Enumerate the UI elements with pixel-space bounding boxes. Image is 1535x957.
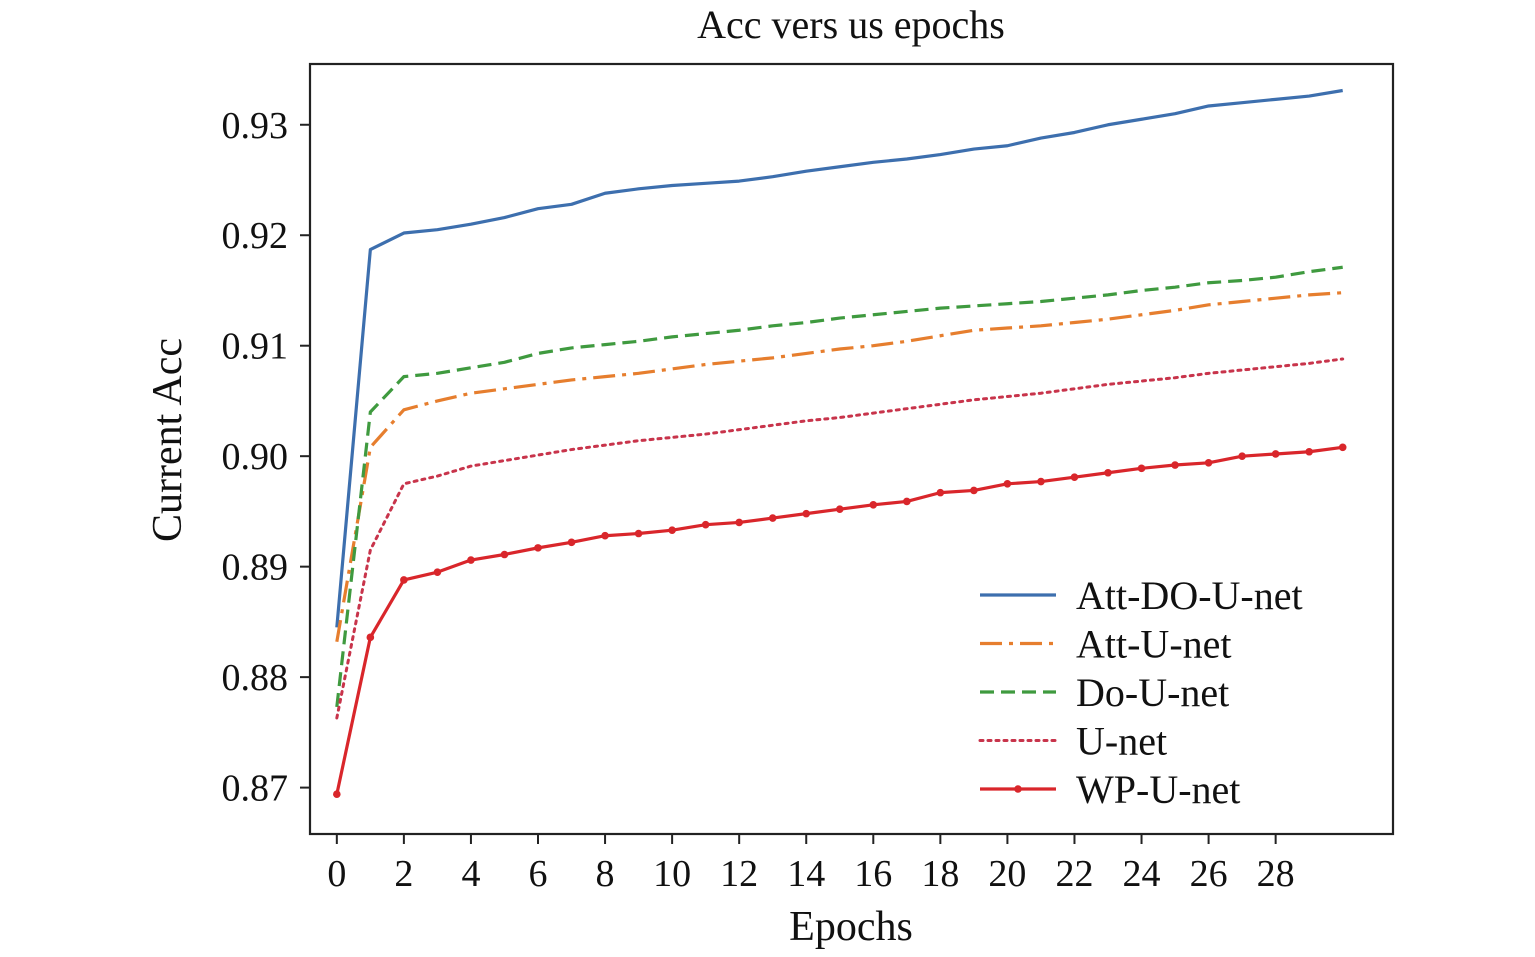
- x-tick-label: 24: [1123, 853, 1161, 895]
- x-tick-label: 12: [720, 853, 758, 895]
- data-point-marker: [567, 538, 576, 547]
- y-tick-label: 0.91: [222, 326, 289, 368]
- data-point-marker: [1171, 461, 1179, 469]
- legend-label: Att-DO-U-net: [1076, 573, 1303, 618]
- legend-label: Do-U-net: [1076, 670, 1229, 715]
- legend-marker: [1014, 785, 1022, 793]
- x-tick-label: 10: [653, 853, 691, 895]
- data-point-marker: [1271, 450, 1280, 458]
- legend-item: Do-U-net: [980, 670, 1229, 715]
- x-tick-label: 18: [921, 853, 959, 895]
- data-point-marker: [433, 568, 442, 576]
- data-point-marker: [1238, 452, 1246, 460]
- data-point-marker: [668, 526, 676, 534]
- data-point-marker: [500, 550, 509, 559]
- x-tick-label: 22: [1055, 853, 1093, 895]
- legend-label: Att-U-net: [1076, 622, 1232, 667]
- data-point-marker: [1137, 464, 1146, 473]
- y-tick-label: 0.93: [222, 105, 289, 147]
- plot-area-frame: [308, 62, 1395, 836]
- y-tick-label: 0.92: [222, 215, 289, 257]
- data-point-marker: [333, 790, 341, 799]
- data-point-marker: [1070, 473, 1079, 481]
- y-tick-label: 0.89: [222, 547, 289, 589]
- x-tick-label: 14: [787, 853, 825, 895]
- series-line-do-u-net: [335, 265, 1343, 708]
- series-line-att-do-u-net: [335, 88, 1343, 628]
- legend: Att-DO-U-netAtt-U-netDo-U-netU-netWP-U-n…: [978, 573, 1303, 812]
- x-tick-label: 28: [1257, 853, 1295, 895]
- x-tick-label: 20: [988, 853, 1026, 895]
- legend-item: Att-U-net: [980, 622, 1232, 667]
- series-line-u-net: [335, 357, 1345, 720]
- data-point-marker: [1204, 459, 1213, 467]
- chart-title: Acc vers us epochs: [697, 2, 1005, 47]
- x-tick-label: 26: [1190, 853, 1228, 895]
- data-point-marker: [400, 576, 408, 584]
- x-tick-label: 0: [327, 853, 346, 895]
- data-point-marker: [467, 556, 475, 564]
- data-point-marker: [1104, 468, 1112, 477]
- data-point-marker: [970, 486, 978, 495]
- y-tick-label: 0.87: [222, 768, 289, 810]
- series-line-att-u-net: [335, 291, 1343, 643]
- data-point-marker: [869, 500, 878, 509]
- data-point-marker: [768, 514, 777, 522]
- data-point-marker: [936, 488, 945, 497]
- data-point-marker: [1305, 447, 1313, 456]
- x-axis-title: Epochs: [789, 904, 913, 950]
- x-tick-label: 6: [529, 853, 548, 895]
- data-point-marker: [1338, 443, 1347, 452]
- data-point-marker: [701, 520, 710, 529]
- legend-item: Att-DO-U-net: [980, 573, 1303, 618]
- y-axis-ticks: 0.87 0.88 0.89 0.90 0.91 0.92 0.93: [222, 105, 310, 810]
- legend-label: WP-U-net: [1076, 767, 1240, 812]
- series-layer: [333, 88, 1347, 799]
- legend-item: WP-U-net: [980, 767, 1240, 812]
- x-axis-ticks: 0 2 4 6 8 10 12 14 16 18 20 22 24 26 28: [327, 834, 1295, 895]
- y-axis-title: Current Acc: [145, 338, 191, 542]
- data-point-marker: [634, 529, 643, 538]
- legend-label: U-net: [1076, 719, 1167, 764]
- data-point-marker: [835, 505, 844, 514]
- y-tick-label: 0.90: [222, 436, 289, 478]
- x-tick-label: 4: [461, 853, 480, 895]
- data-point-marker: [1037, 477, 1045, 486]
- data-point-marker: [1003, 479, 1012, 488]
- data-point-marker: [903, 497, 911, 506]
- x-tick-label: 8: [596, 853, 615, 895]
- data-point-marker: [366, 633, 375, 642]
- legend-item: U-net: [978, 719, 1167, 764]
- data-point-marker: [534, 544, 542, 552]
- data-point-marker: [802, 509, 811, 518]
- x-tick-label: 2: [394, 853, 413, 895]
- data-point-marker: [601, 531, 609, 540]
- data-point-marker: [735, 518, 743, 527]
- x-tick-label: 16: [854, 853, 892, 895]
- y-tick-label: 0.88: [222, 657, 289, 699]
